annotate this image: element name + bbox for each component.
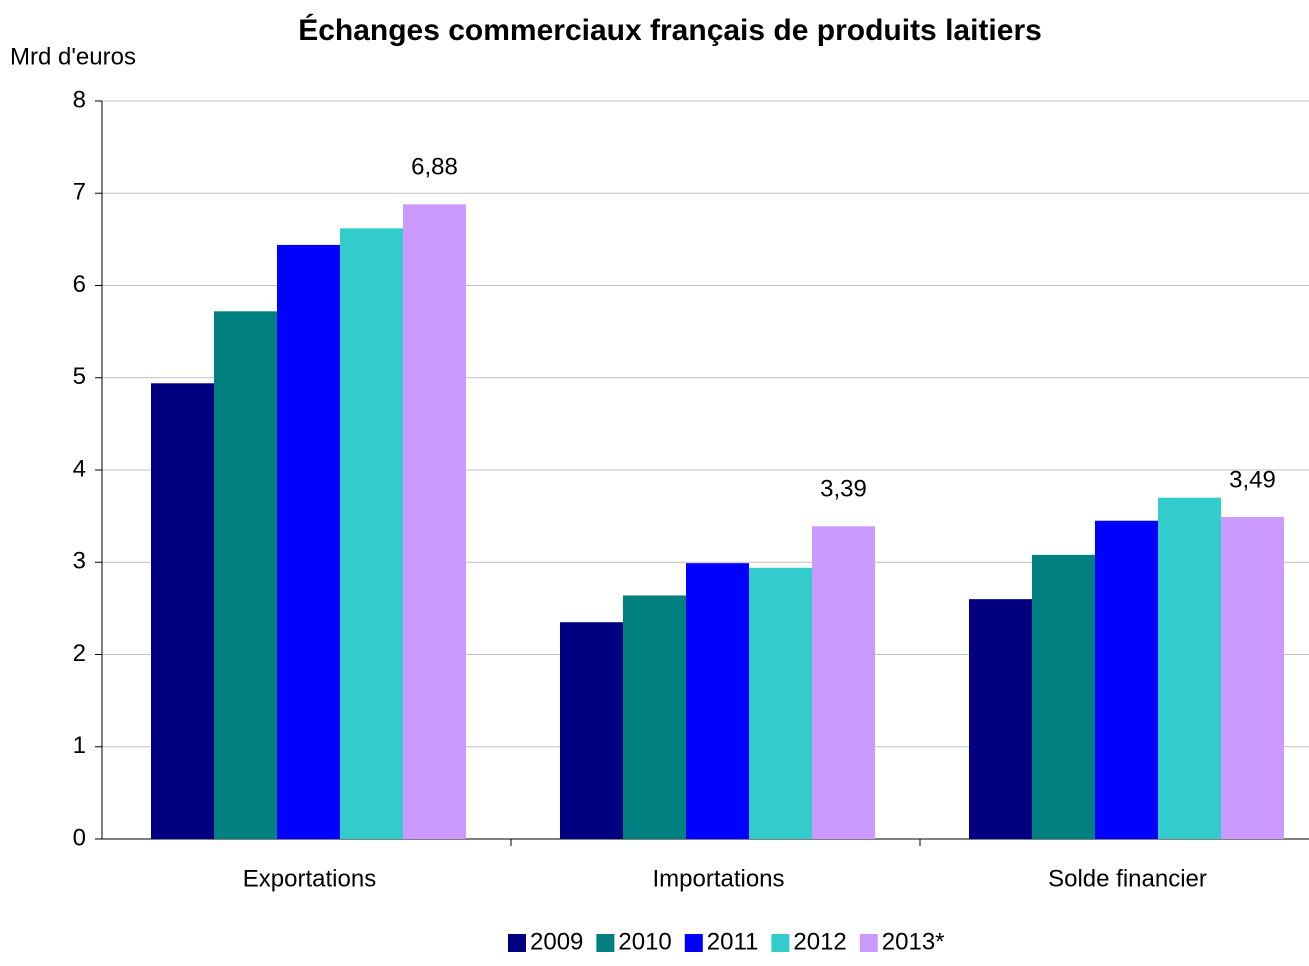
- y-tick-label: 2: [73, 640, 86, 667]
- bar: [749, 567, 812, 839]
- legend-swatch: [859, 934, 878, 952]
- bar: [151, 383, 214, 839]
- bar: [403, 204, 466, 839]
- legend-label: 2011: [707, 928, 759, 955]
- y-tick-label: 4: [73, 455, 86, 482]
- y-axis-label: Mrd d'euros: [10, 43, 136, 70]
- bar: [686, 563, 749, 839]
- bar: [623, 595, 686, 839]
- legend-label: 2009: [530, 928, 583, 955]
- bar: [340, 228, 403, 839]
- bar: [1095, 520, 1158, 839]
- bar: [1032, 554, 1095, 839]
- legend-swatch: [508, 934, 526, 952]
- bar: [214, 311, 277, 840]
- y-tick-label: 6: [73, 271, 86, 298]
- y-tick-label: 1: [73, 732, 86, 759]
- data-label: 3,39: [820, 476, 867, 503]
- legend-label: 2010: [618, 928, 671, 955]
- bar: [812, 526, 875, 839]
- y-tick-label: 0: [73, 824, 86, 851]
- legend-swatch: [596, 934, 615, 952]
- y-tick-label: 7: [73, 179, 86, 206]
- bar: [1158, 497, 1221, 839]
- x-tick-label: Importations: [652, 865, 784, 892]
- data-label: 3,49: [1229, 466, 1276, 493]
- legend-swatch: [771, 934, 790, 952]
- legend-swatch: [684, 934, 703, 952]
- y-tick-label: 3: [73, 548, 86, 575]
- y-tick-label: 5: [73, 363, 86, 390]
- bar: [969, 599, 1032, 839]
- legend-label: 2013*: [882, 928, 945, 955]
- y-tick-label: 8: [73, 86, 86, 113]
- legend-label: 2012: [793, 928, 846, 955]
- bar: [1221, 517, 1284, 839]
- bar: [560, 622, 623, 839]
- data-label: 6,88: [411, 154, 458, 181]
- chart-title: Échanges commerciaux français de produit…: [298, 13, 1042, 47]
- x-tick-label: Exportations: [243, 865, 376, 892]
- bar: [277, 244, 340, 839]
- x-tick-label: Solde financier: [1048, 865, 1207, 892]
